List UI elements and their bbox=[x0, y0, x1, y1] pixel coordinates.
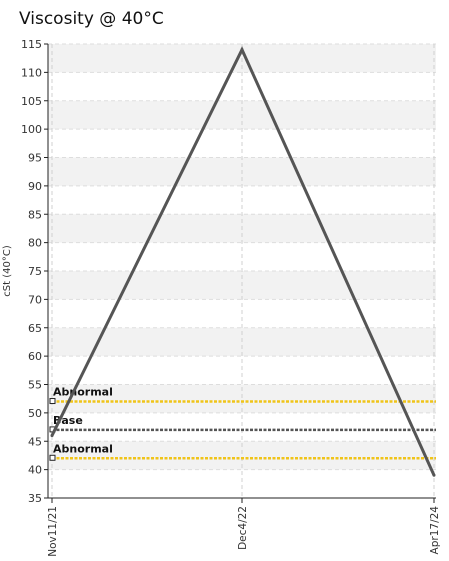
y-tick-label: 95 bbox=[28, 152, 42, 165]
x-tick-label: Dec4/22 bbox=[237, 506, 249, 550]
y-tick-label: 80 bbox=[28, 237, 42, 250]
y-tick-label: 85 bbox=[28, 208, 42, 221]
y-tick-label: 105 bbox=[21, 95, 42, 108]
y-axis-label: cSt (40°C) bbox=[2, 245, 13, 297]
y-tick-label: 35 bbox=[28, 492, 42, 505]
y-tick-label: 65 bbox=[28, 322, 42, 335]
data-point bbox=[240, 48, 244, 52]
y-tick-label: 115 bbox=[21, 38, 42, 51]
reference-label: Abnormal bbox=[53, 442, 113, 455]
data-point bbox=[50, 434, 54, 438]
x-tick-label: Nov11/21 bbox=[47, 506, 59, 557]
y-tick-label: 60 bbox=[28, 350, 42, 363]
y-tick-label: 40 bbox=[28, 464, 42, 477]
y-tick-label: 100 bbox=[21, 123, 42, 136]
x-tick-label: Apr17/24 bbox=[429, 506, 441, 555]
y-tick-label: 110 bbox=[21, 66, 42, 79]
y-tick-label: 55 bbox=[28, 379, 42, 392]
reference-marker bbox=[49, 398, 56, 405]
reference-marker bbox=[49, 454, 56, 461]
data-point bbox=[432, 473, 436, 477]
y-tick-label: 90 bbox=[28, 180, 42, 193]
y-tick-label: 70 bbox=[28, 293, 42, 306]
reference-label: Abnormal bbox=[53, 386, 113, 399]
chart-title: Viscosity @ 40°C bbox=[19, 9, 164, 29]
y-tick-label: 50 bbox=[28, 407, 42, 420]
y-tick-label: 75 bbox=[28, 265, 42, 278]
y-tick-label: 45 bbox=[28, 435, 42, 448]
